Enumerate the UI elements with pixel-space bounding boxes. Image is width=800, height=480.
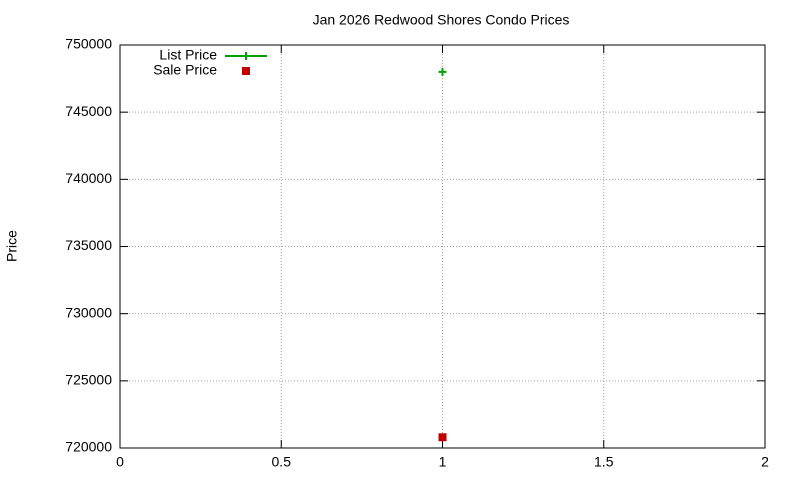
plot-border [119, 44, 766, 449]
y-axis-label: Price [4, 230, 20, 262]
y-tick-label: 730000 [65, 304, 112, 320]
y-tick-label: 725000 [65, 372, 112, 388]
marker [438, 67, 447, 76]
y-tick-label: 740000 [65, 170, 112, 186]
y-tick-label: 750000 [65, 36, 112, 52]
x-tick-label: 1.5 [594, 454, 614, 470]
x-tick-label: 0.5 [272, 454, 292, 470]
y-tick-label: 745000 [65, 103, 112, 119]
marker [242, 52, 250, 60]
marker [438, 433, 447, 442]
marker [242, 67, 250, 75]
chart-title: Jan 2026 Redwood Shores Condo Prices [313, 12, 570, 28]
legend-label: Sale Price [153, 62, 217, 78]
x-tick-label: 1 [439, 454, 447, 470]
legend-label: List Price [159, 47, 217, 63]
x-tick-label: 0 [116, 454, 124, 470]
x-tick-label: 2 [761, 454, 769, 470]
y-tick-label: 720000 [65, 439, 112, 455]
y-tick-label: 735000 [65, 237, 112, 253]
